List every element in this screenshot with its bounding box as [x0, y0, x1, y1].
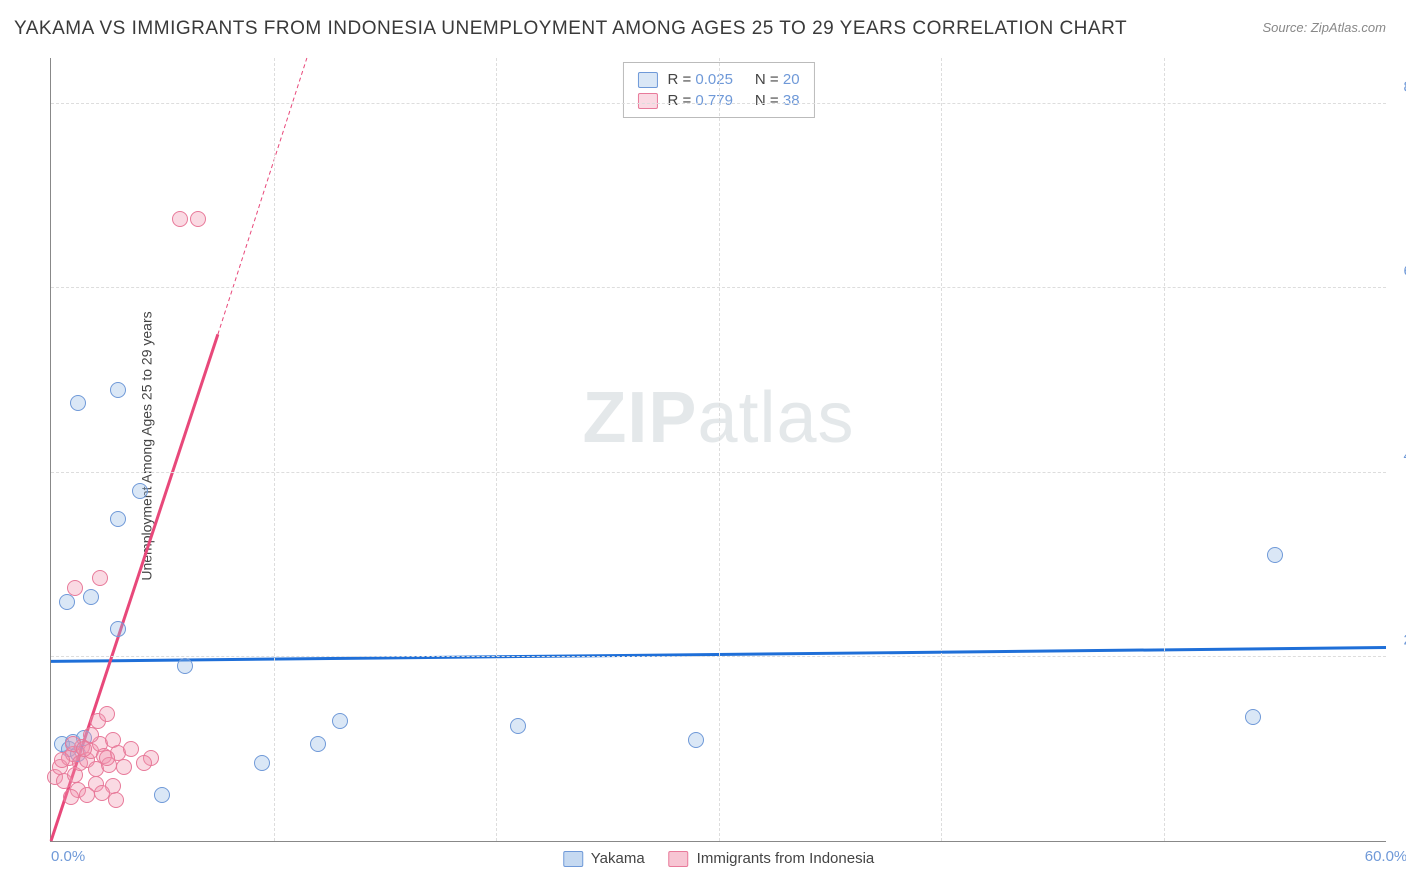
legend-label: Yakama: [591, 850, 645, 867]
data-point: [54, 752, 70, 768]
series-legend: Yakama Immigrants from Indonesia: [563, 850, 875, 867]
gridline-v: [719, 58, 720, 841]
legend-label: Immigrants from Indonesia: [697, 850, 875, 867]
gridline-v: [496, 58, 497, 841]
legend-r-label: R = 0.779: [667, 92, 732, 109]
chart-title: YAKAMA VS IMMIGRANTS FROM INDONESIA UNEM…: [14, 18, 1127, 40]
data-point: [172, 211, 188, 227]
data-point: [76, 741, 92, 757]
data-point: [116, 759, 132, 775]
data-point: [83, 589, 99, 605]
x-tick-label: 60.0%: [1365, 848, 1406, 865]
gridline-v: [941, 58, 942, 841]
data-point: [110, 382, 126, 398]
plot-area: ZIPatlas R = 0.025 N = 20 R = 0.779 N = …: [50, 58, 1386, 842]
data-point: [1245, 709, 1261, 725]
data-point: [59, 594, 75, 610]
data-point: [132, 483, 148, 499]
data-point: [108, 792, 124, 808]
gridline-v: [1164, 58, 1165, 841]
legend-n-label: N = 20: [755, 71, 800, 88]
legend-r-label: R = 0.025: [667, 71, 732, 88]
legend-swatch: [669, 851, 689, 867]
source-link[interactable]: ZipAtlas.com: [1311, 20, 1386, 35]
data-point: [67, 580, 83, 596]
data-point: [110, 511, 126, 527]
data-point: [510, 718, 526, 734]
legend-n-label: N = 38: [755, 92, 800, 109]
data-point: [332, 713, 348, 729]
data-point: [99, 706, 115, 722]
data-point: [63, 789, 79, 805]
data-point: [136, 755, 152, 771]
source-label: Source:: [1262, 20, 1310, 35]
data-point: [154, 787, 170, 803]
data-point: [99, 750, 115, 766]
data-point: [177, 658, 193, 674]
data-point: [79, 787, 95, 803]
data-point: [123, 741, 139, 757]
data-point: [688, 732, 704, 748]
legend-item: Immigrants from Indonesia: [669, 850, 875, 867]
data-point: [92, 570, 108, 586]
legend-swatch: [637, 93, 657, 109]
data-point: [83, 727, 99, 743]
data-point: [190, 211, 206, 227]
data-point: [254, 755, 270, 771]
data-point: [310, 736, 326, 752]
chart-container: YAKAMA VS IMMIGRANTS FROM INDONESIA UNEM…: [0, 0, 1406, 892]
legend-swatch: [637, 72, 657, 88]
data-point: [1267, 547, 1283, 563]
trend-line-extend: [218, 58, 307, 334]
gridline-v: [274, 58, 275, 841]
data-point: [70, 395, 86, 411]
legend-item: Yakama: [563, 850, 645, 867]
source-attribution: Source: ZipAtlas.com: [1262, 20, 1386, 35]
x-tick-label: 0.0%: [51, 848, 85, 865]
data-point: [110, 621, 126, 637]
legend-swatch: [563, 851, 583, 867]
